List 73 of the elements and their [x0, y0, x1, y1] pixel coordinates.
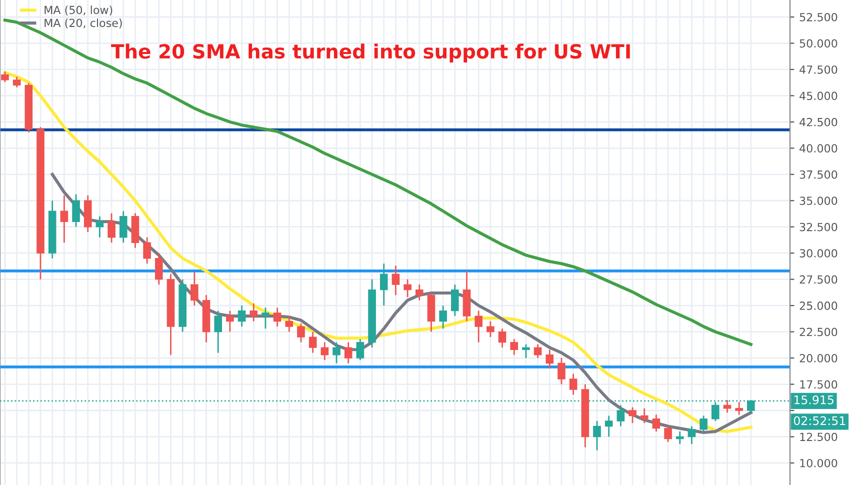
candlestick — [735, 401, 743, 416]
candlestick — [616, 404, 625, 427]
ref-line-label: 15.915 — [794, 395, 834, 404]
y-tick-label: 27.500 — [800, 275, 838, 284]
line-series — [3, 18, 752, 346]
y-tick-label: 40.000 — [800, 144, 838, 153]
y-tick-label: 20.000 — [800, 354, 838, 362]
y-tick-label: 35.000 — [800, 196, 838, 206]
candlestick — [498, 328, 506, 348]
y-tick-label: 17.500 — [800, 380, 838, 389]
line-series — [3, 71, 752, 434]
candlestick — [96, 216, 104, 238]
candlestick — [262, 306, 270, 330]
candlestick — [190, 271, 198, 306]
y-tick-label: 32.500 — [800, 222, 838, 232]
candlestick — [320, 342, 329, 361]
candlestick — [628, 406, 636, 424]
legend-label: MA (20, close) — [44, 18, 122, 28]
candlestick — [534, 344, 542, 359]
candlestick — [356, 338, 364, 361]
candlestick — [664, 424, 672, 443]
candlestick — [285, 315, 294, 332]
candlestick — [250, 302, 258, 322]
candlestick — [392, 264, 400, 296]
candlestick — [569, 373, 578, 396]
candlestick — [640, 408, 648, 424]
legend-label: MA (50, low) — [44, 6, 112, 16]
candlestick — [380, 262, 388, 306]
y-tick-label: 50.000 — [800, 39, 838, 48]
y-tick-label: 42.500 — [800, 118, 838, 126]
candlestick — [546, 348, 554, 370]
candlestick — [12, 76, 21, 88]
candlestick — [510, 338, 518, 356]
y-tick-label: 22.500 — [800, 328, 838, 336]
candlestick — [593, 420, 601, 452]
candlestick — [344, 342, 352, 364]
candlestick — [214, 310, 222, 354]
y-tick-label: 52.500 — [800, 12, 838, 22]
candlestick — [108, 212, 116, 244]
candlestick — [439, 304, 447, 330]
candlestick — [558, 357, 566, 385]
y-tick-label: 37.500 — [800, 170, 838, 179]
candlestick — [155, 252, 163, 286]
candlestick — [688, 426, 696, 445]
candlestick — [273, 306, 282, 328]
candlestick — [404, 278, 412, 298]
candlestick — [1, 70, 9, 83]
candlestick — [72, 194, 80, 228]
y-tick-label: 47.500 — [800, 65, 838, 74]
y-tick-label: 12.500 — [800, 432, 838, 442]
candlestick — [652, 414, 660, 432]
annotation: The 20 SMA has turned into support for US WTI — [111, 44, 630, 62]
candlestick — [143, 236, 151, 264]
candlestick — [308, 331, 317, 354]
y-tick-label: 10.000 — [800, 458, 838, 468]
candlestick — [297, 322, 305, 343]
candlestick — [226, 310, 234, 332]
candlestick — [700, 415, 708, 432]
candlestick — [486, 320, 494, 338]
candlestick — [451, 284, 459, 317]
text: 02:52:51 — [794, 416, 846, 426]
y-tick-label: 30.000 — [800, 249, 838, 258]
candlestick — [474, 310, 482, 343]
candlestick — [119, 210, 128, 244]
candlestick — [332, 342, 340, 364]
candlestick — [522, 344, 530, 359]
y-tick-label: 25.000 — [800, 302, 838, 310]
candlestick — [604, 415, 613, 438]
candlestick — [415, 284, 424, 302]
candlestick — [60, 194, 68, 244]
y-tick-label: 45.000 — [800, 92, 838, 100]
candlestick — [676, 430, 684, 445]
candlestick — [238, 304, 246, 328]
